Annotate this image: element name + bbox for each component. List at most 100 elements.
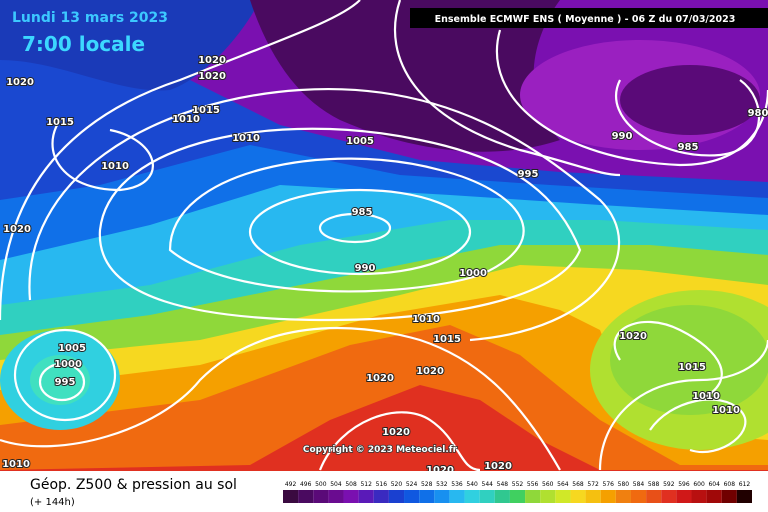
- scale-swatch: [570, 490, 586, 503]
- footer-lead: (+ 144h): [30, 497, 75, 508]
- forecast-time: 7:00 locale: [22, 32, 145, 56]
- isobar-label: 1015: [433, 334, 461, 345]
- copyright: Copyright © 2023 Meteociel.fr: [303, 445, 458, 455]
- field-band: [250, 0, 560, 152]
- scale-tick-label: 548: [497, 481, 509, 488]
- scale-swatch: [646, 490, 662, 503]
- isobar-label: 1020: [3, 224, 31, 235]
- scale-tick-label: 568: [572, 481, 584, 488]
- isobar: [0, 326, 561, 471]
- scale-swatch: [661, 490, 677, 503]
- isobar-label: 1020: [6, 77, 34, 88]
- isobar: [614, 79, 761, 157]
- scale-tick-label: 596: [678, 481, 690, 488]
- scale-tick-label: 540: [466, 481, 478, 488]
- isobar: [51, 119, 154, 192]
- isobars: [0, 0, 768, 472]
- scale-tick-label: 572: [587, 481, 599, 488]
- scale-swatch: [494, 490, 510, 503]
- scale-swatch: [283, 490, 299, 503]
- isobar: [598, 339, 768, 471]
- scale-swatch: [555, 490, 571, 503]
- scale-swatch: [373, 490, 389, 503]
- isobar: [98, 127, 582, 322]
- scale-swatch: [736, 490, 752, 503]
- field-band: [610, 305, 768, 415]
- isobar: [248, 188, 472, 276]
- isobar: [168, 157, 525, 293]
- isobar-label: 1020: [198, 55, 226, 66]
- isobar: [318, 411, 481, 472]
- model-box: [410, 8, 768, 28]
- isobar: [393, 0, 621, 177]
- isobar-label: 1005: [58, 343, 86, 354]
- isobar-label: 1010: [2, 459, 30, 470]
- isobar-label: 1010: [101, 161, 129, 172]
- isobar-label: 1000: [459, 268, 487, 279]
- scale-swatch: [600, 490, 616, 503]
- scale-tick-label: 588: [648, 481, 660, 488]
- isobar-label: 990: [355, 263, 376, 274]
- scale-tick-label: 556: [527, 481, 539, 488]
- isobar-label: 1010: [712, 405, 740, 416]
- scale-tick-label: 508: [345, 481, 357, 488]
- isobar-label: 1010: [692, 391, 720, 402]
- isobar-label: 1010: [412, 314, 440, 325]
- scale-swatch: [630, 490, 647, 503]
- isobar: [28, 87, 621, 342]
- isobar: [38, 362, 86, 402]
- scale-swatch: [298, 490, 314, 503]
- scale-swatch: [434, 490, 450, 503]
- isobar-label: 980: [748, 108, 768, 119]
- isobar-label: 1005: [346, 136, 374, 147]
- scale-tick-label: 504: [330, 481, 342, 488]
- scale-tick-label: 584: [633, 481, 645, 488]
- scale-tick-label: 600: [693, 481, 705, 488]
- isobar-label: 1020: [619, 331, 647, 342]
- isobar: [318, 212, 392, 244]
- scale-swatch: [464, 490, 480, 503]
- field-band: [620, 65, 760, 135]
- isobar-label: 985: [678, 142, 699, 153]
- scale-swatch: [479, 490, 495, 503]
- isobar-label: 1015: [46, 117, 74, 128]
- field-band: [0, 0, 260, 91]
- isobar: [649, 398, 747, 453]
- scale-swatch: [706, 490, 722, 503]
- scale-tick-label: 528: [421, 481, 433, 488]
- scale-swatch: [721, 490, 737, 503]
- isobar-label: 1020: [484, 461, 512, 472]
- isobar-label: 1020: [382, 427, 410, 438]
- scale-swatch: [540, 490, 556, 503]
- scale-swatch: [343, 490, 359, 503]
- scale-tick-label: 604: [708, 481, 720, 488]
- scale-swatch: [328, 490, 344, 503]
- scale-tick-label: 576: [603, 481, 615, 488]
- isobar-label: 990: [612, 131, 633, 142]
- isobar: [0, 0, 361, 321]
- isobar-label: 1020: [416, 366, 444, 377]
- scale-swatch: [313, 490, 329, 503]
- scale-tick-label: 560: [542, 481, 554, 488]
- scale-tick-label: 608: [724, 481, 736, 488]
- scale-swatch: [449, 490, 465, 503]
- scale-tick-label: 496: [300, 481, 312, 488]
- scale-tick-label: 536: [451, 481, 463, 488]
- scale-swatch: [509, 490, 526, 503]
- forecast-date: Lundi 13 mars 2023: [12, 10, 168, 26]
- pressure-field: [0, 0, 768, 471]
- scale-tick-label: 492: [285, 481, 297, 488]
- scale-tick-label: 544: [482, 481, 494, 488]
- isobar-label: 1010: [232, 133, 260, 144]
- isobar-label: 1015: [192, 105, 220, 116]
- isobar-label: 1015: [678, 362, 706, 373]
- isobar-label: 1010: [172, 114, 200, 125]
- scale-tick-label: 500: [315, 481, 327, 488]
- model-info: Ensemble ECMWF ENS ( Moyenne ) - 06 Z du…: [435, 14, 736, 25]
- scale-tick-label: 580: [618, 481, 630, 488]
- scale-swatch: [419, 490, 435, 503]
- scale-swatch: [358, 490, 374, 503]
- scale-swatch: [525, 490, 541, 503]
